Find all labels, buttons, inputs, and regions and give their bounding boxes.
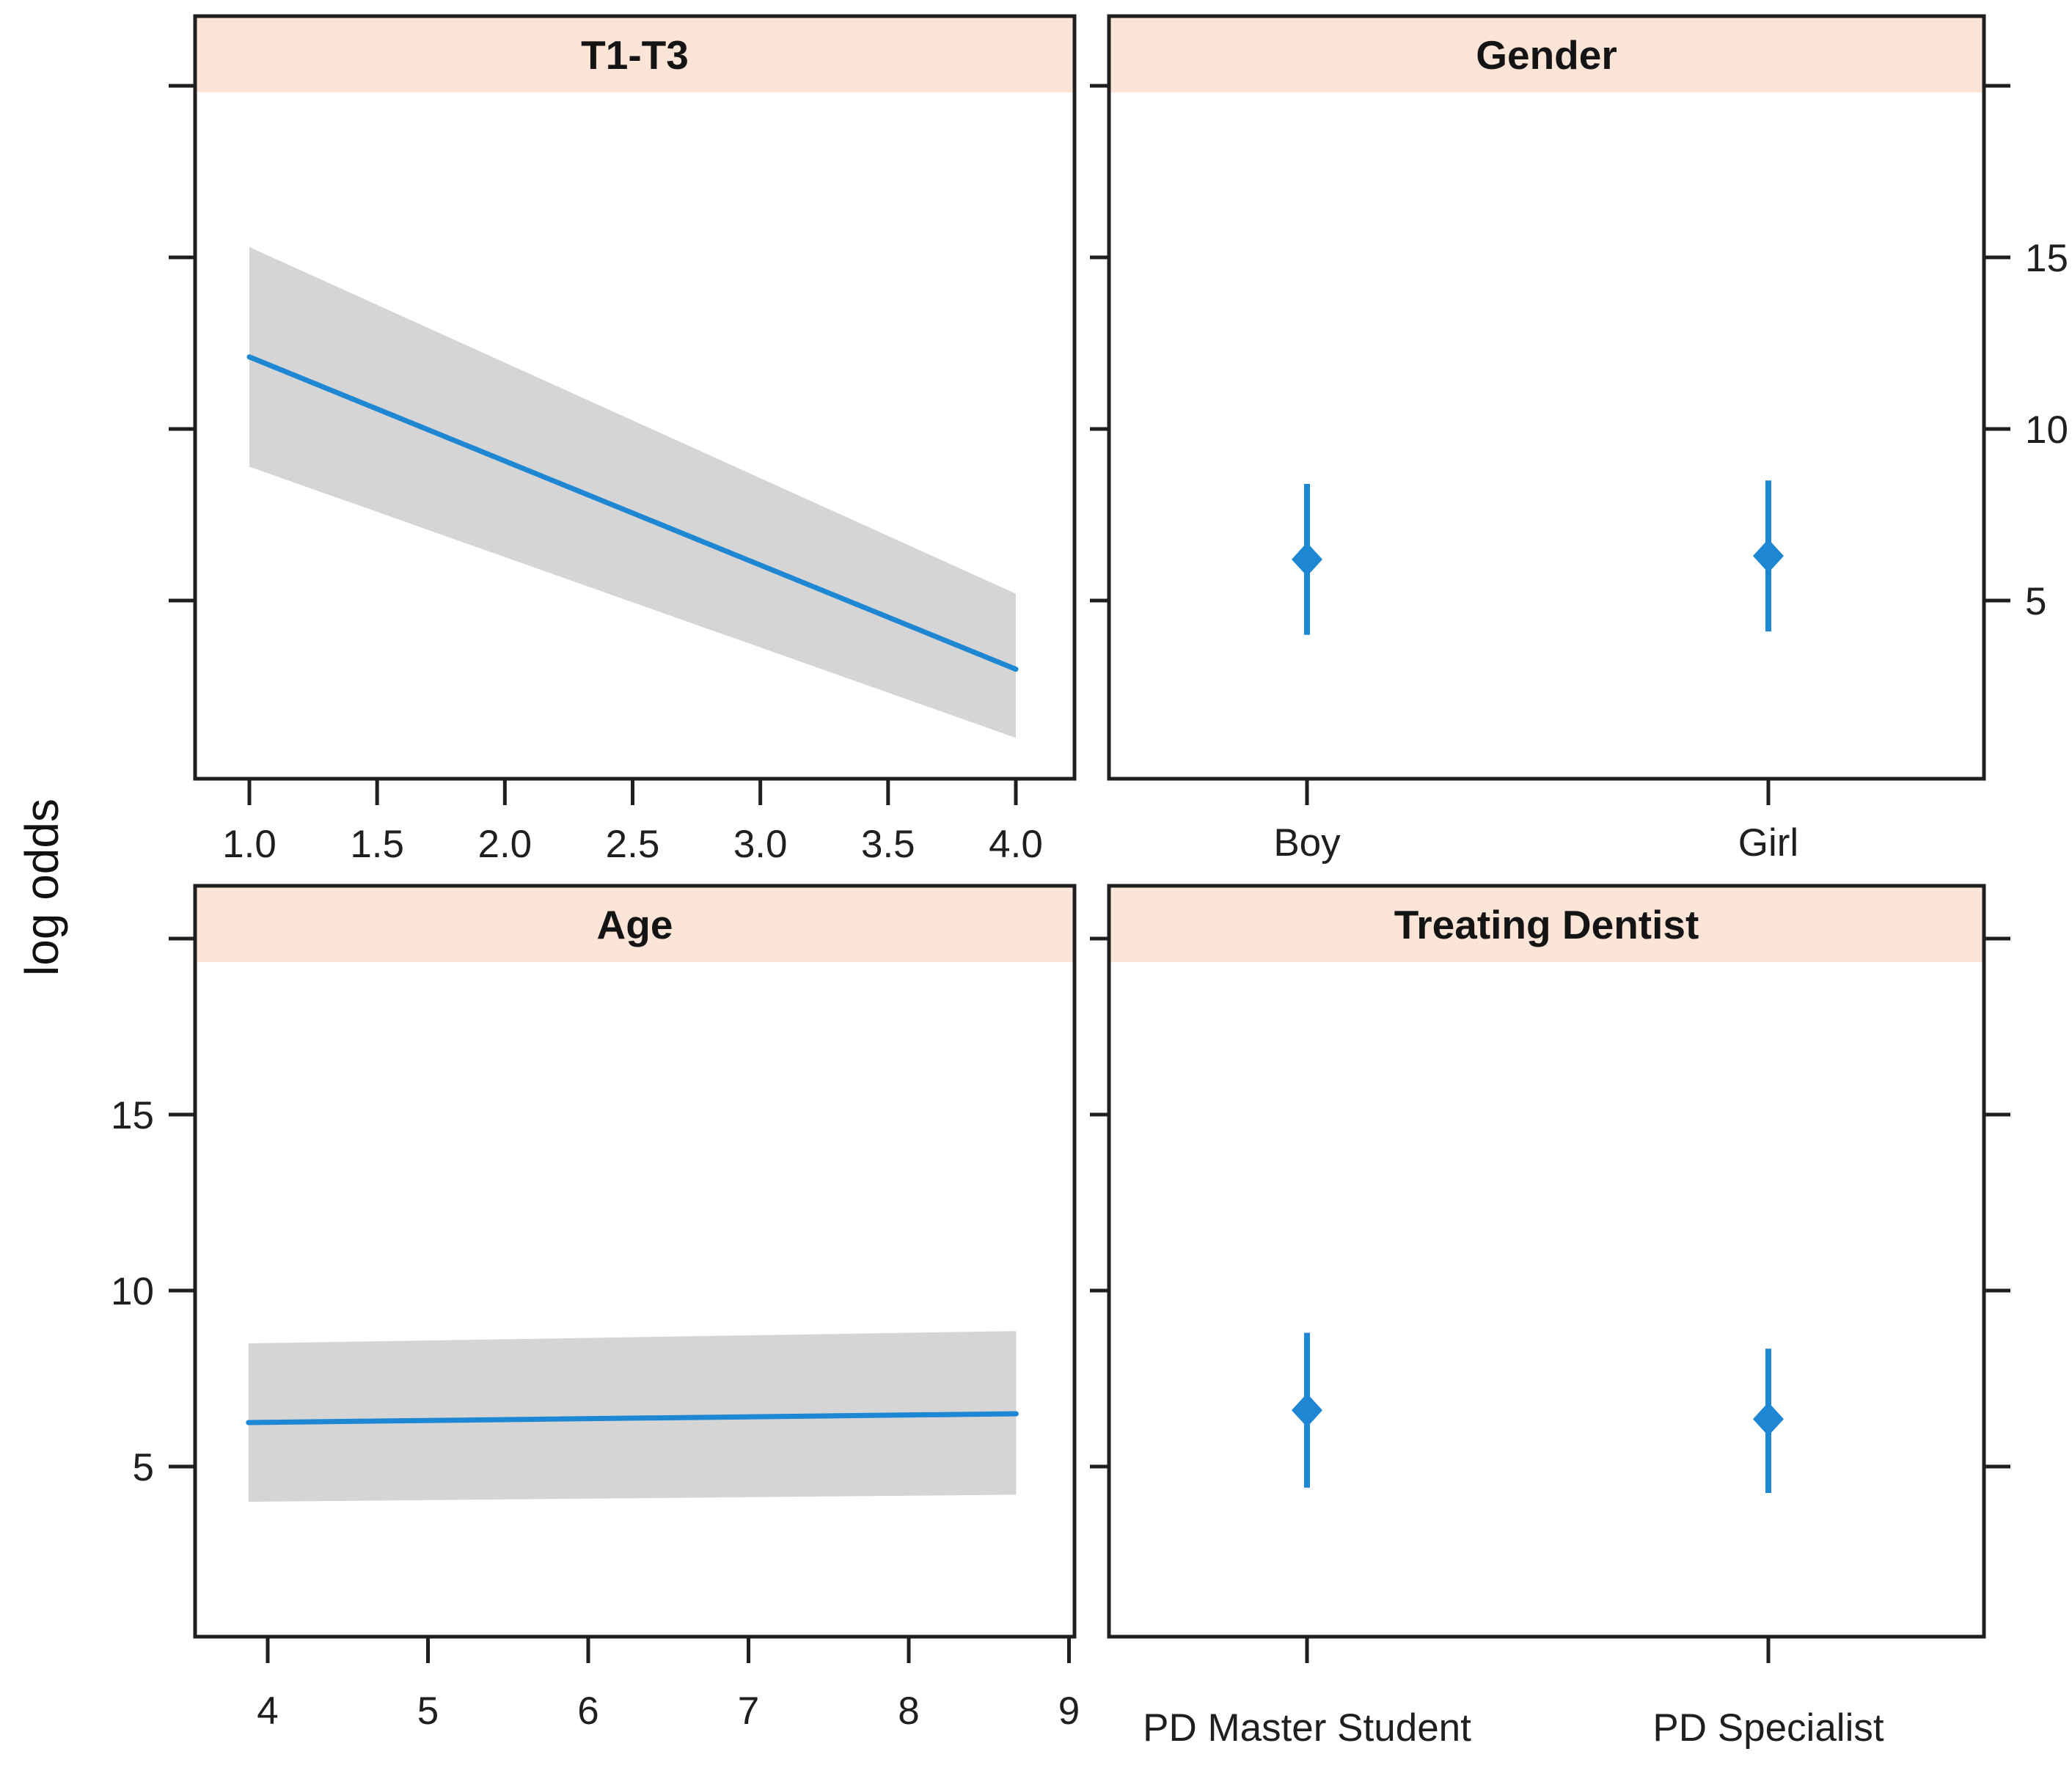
y-tick-label: 5 [133, 1446, 154, 1489]
panel-border [1107, 884, 1986, 1639]
y-tick-label: 15 [111, 1094, 154, 1137]
header-band [197, 18, 1073, 92]
header-band [1110, 18, 1983, 92]
category-label: PD Master Student [1143, 1706, 1471, 1750]
category-label: PD Specialist [1652, 1706, 1884, 1750]
panel-border [193, 14, 1077, 781]
category-label: Girl [1738, 821, 1798, 865]
x-tick-label: 6 [577, 1689, 598, 1733]
category-label: Boy [1273, 821, 1341, 865]
x-tick-label: 1.5 [350, 823, 404, 866]
y-tick-label: 5 [2025, 580, 2046, 623]
x-tick-label: 4 [257, 1689, 278, 1733]
y-tick-label: 10 [111, 1270, 154, 1313]
header-band [1110, 887, 1983, 962]
y-tick-label: 10 [2025, 408, 2068, 452]
point-marker [1292, 542, 1322, 576]
point-marker [1753, 1402, 1784, 1436]
y-tick-label: 15 [2025, 237, 2068, 280]
panel-header-age: Age [596, 902, 673, 947]
panel-header-treating-dentist: Treating Dentist [1394, 902, 1699, 947]
header-band [197, 887, 1073, 962]
fit-line [246, 1411, 1019, 1425]
ci-band [249, 246, 1016, 738]
x-tick-label: 7 [738, 1689, 759, 1733]
x-tick-label: 5 [417, 1689, 439, 1733]
panel-header-t1-t3: T1-T3 [581, 32, 689, 78]
panel-header-gender: Gender [1476, 32, 1617, 78]
point-marker [1292, 1393, 1322, 1428]
x-tick-label: 2.0 [477, 823, 532, 866]
x-tick-label: 3.5 [861, 823, 915, 866]
x-tick-label: 4.0 [989, 823, 1043, 866]
x-tick-label: 9 [1058, 1689, 1080, 1733]
y-axis-title: log odds [15, 799, 68, 976]
x-tick-label: 3.0 [733, 823, 788, 866]
panel-border [193, 884, 1077, 1639]
point-marker [1753, 539, 1784, 573]
x-tick-label: 2.5 [606, 823, 660, 866]
fit-line [246, 354, 1019, 672]
panel-border [1107, 14, 1986, 781]
x-tick-label: 8 [898, 1689, 919, 1733]
x-tick-label: 1.0 [222, 823, 277, 866]
